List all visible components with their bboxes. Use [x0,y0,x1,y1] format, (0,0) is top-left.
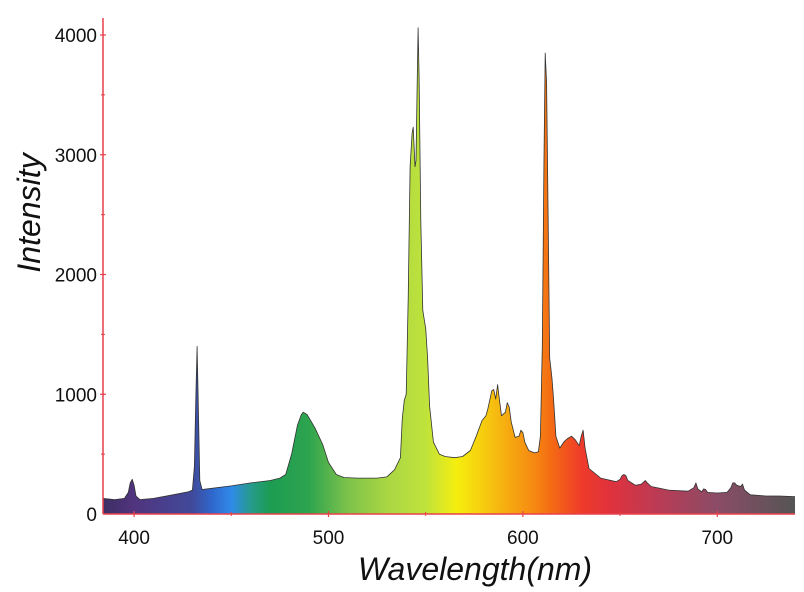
x-tick-label: 600 [507,528,539,549]
x-axis-title: Wavelength(nm) [358,551,592,587]
axes [100,18,795,517]
tick-labels: 0 1000 2000 3000 4000 400 500 600 700 [55,26,733,549]
y-tick-label: 2000 [55,266,97,287]
plot-area [102,27,796,515]
y-axis-title: Intensity [11,151,47,272]
y-tick-label: 0 [86,505,97,526]
y-tick-label: 4000 [55,26,97,47]
y-tick-label: 1000 [55,385,97,406]
spectrum-area [103,27,795,515]
y-tick-label: 3000 [55,146,97,167]
x-tick-label: 400 [118,528,150,549]
spectrum-outline [102,27,796,500]
x-tick-label: 700 [701,528,733,549]
x-tick-label: 500 [313,528,345,549]
